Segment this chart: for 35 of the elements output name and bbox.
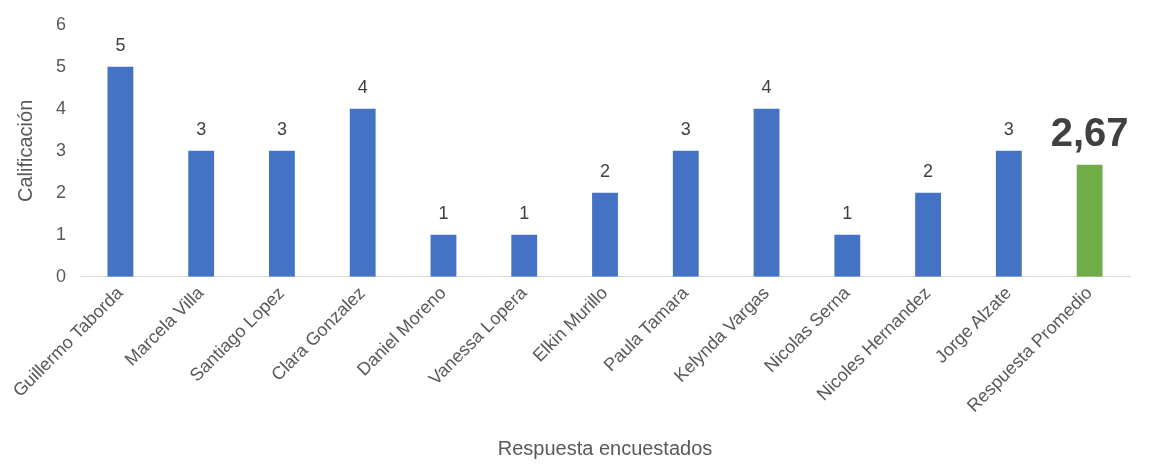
bar xyxy=(592,192,618,277)
bar xyxy=(269,150,295,277)
data-label: 2,67 xyxy=(1050,109,1129,154)
bar xyxy=(915,192,941,277)
data-label: 5 xyxy=(115,34,126,55)
y-tick-label: 0 xyxy=(56,265,67,286)
data-label: 3 xyxy=(196,118,207,139)
bar xyxy=(188,150,215,277)
data-label: 2 xyxy=(923,160,934,181)
data-label: 1 xyxy=(519,202,530,223)
data-label: 1 xyxy=(438,202,449,223)
y-tick-label: 1 xyxy=(56,223,67,244)
data-label: 2 xyxy=(600,160,611,181)
y-tick-label: 2 xyxy=(56,181,67,202)
data-label: 3 xyxy=(1003,118,1014,139)
bar xyxy=(672,150,699,277)
data-label: 1 xyxy=(842,202,853,223)
data-label: 3 xyxy=(680,118,691,139)
bar xyxy=(753,108,780,277)
bar xyxy=(834,234,861,277)
bar xyxy=(995,150,1022,277)
x-axis-title: Respuesta encuestados xyxy=(497,436,713,459)
bar xyxy=(511,234,538,277)
y-tick-label: 3 xyxy=(56,139,67,160)
bar xyxy=(349,108,376,277)
data-label: 3 xyxy=(276,118,287,139)
bar xyxy=(107,66,134,277)
y-tick-label: 4 xyxy=(56,97,67,118)
bar xyxy=(430,234,457,277)
bar xyxy=(1076,164,1103,277)
y-axis-title: Calificación xyxy=(13,99,36,202)
y-tick-label: 5 xyxy=(56,55,67,76)
data-label: 4 xyxy=(761,76,772,97)
y-tick-label: 6 xyxy=(56,13,67,34)
data-label: 4 xyxy=(357,76,368,97)
